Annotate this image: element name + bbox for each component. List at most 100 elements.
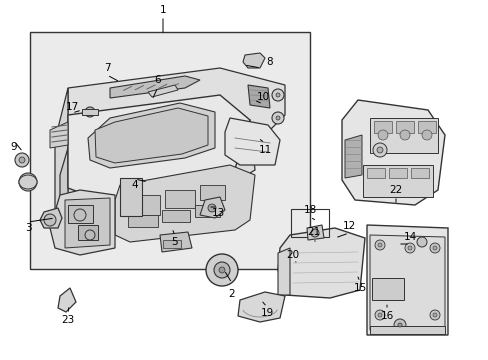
Circle shape xyxy=(85,107,95,117)
Circle shape xyxy=(74,209,86,221)
Text: 22: 22 xyxy=(388,185,402,195)
Bar xyxy=(164,190,195,208)
Bar xyxy=(82,109,98,115)
Text: 15: 15 xyxy=(353,283,366,293)
Circle shape xyxy=(377,130,387,140)
Bar xyxy=(162,210,190,222)
Polygon shape xyxy=(88,103,215,168)
Bar xyxy=(120,178,142,216)
Bar xyxy=(128,215,158,227)
Text: 10: 10 xyxy=(256,92,269,102)
Circle shape xyxy=(19,173,37,191)
Bar xyxy=(371,278,403,300)
Bar xyxy=(373,121,391,133)
Text: 9: 9 xyxy=(11,142,17,152)
Circle shape xyxy=(407,246,411,250)
Bar xyxy=(200,185,224,200)
Bar xyxy=(388,168,406,178)
Polygon shape xyxy=(366,225,447,335)
Polygon shape xyxy=(55,88,68,220)
Circle shape xyxy=(310,229,318,237)
Polygon shape xyxy=(50,190,115,255)
Bar xyxy=(78,225,98,240)
Text: 20: 20 xyxy=(286,250,299,260)
Text: 17: 17 xyxy=(65,102,79,112)
Circle shape xyxy=(271,112,284,124)
Bar xyxy=(417,121,435,133)
Bar xyxy=(290,209,328,237)
Polygon shape xyxy=(55,148,68,245)
Text: 12: 12 xyxy=(342,221,355,231)
Bar xyxy=(410,168,428,178)
Polygon shape xyxy=(160,232,192,252)
Bar xyxy=(68,205,93,223)
Bar xyxy=(395,121,413,133)
Circle shape xyxy=(421,130,431,140)
Text: 11: 11 xyxy=(258,145,271,155)
Circle shape xyxy=(404,243,414,253)
Text: 5: 5 xyxy=(171,237,178,247)
Polygon shape xyxy=(369,235,444,330)
Polygon shape xyxy=(278,248,289,295)
Polygon shape xyxy=(65,198,110,248)
Circle shape xyxy=(214,262,229,278)
Circle shape xyxy=(429,310,439,320)
Polygon shape xyxy=(341,100,444,205)
Polygon shape xyxy=(50,122,68,148)
Bar xyxy=(366,168,384,178)
Text: 2: 2 xyxy=(228,289,235,299)
Polygon shape xyxy=(278,228,364,298)
Circle shape xyxy=(271,89,284,101)
Circle shape xyxy=(275,93,280,97)
Circle shape xyxy=(429,243,439,253)
Circle shape xyxy=(275,116,280,120)
Circle shape xyxy=(372,143,386,157)
Ellipse shape xyxy=(19,175,37,189)
Circle shape xyxy=(44,214,56,226)
Text: 6: 6 xyxy=(154,75,161,85)
Bar xyxy=(30,32,309,269)
Polygon shape xyxy=(40,208,62,228)
Bar xyxy=(369,326,444,334)
Text: 23: 23 xyxy=(61,315,75,325)
Polygon shape xyxy=(200,197,224,218)
Circle shape xyxy=(376,147,382,153)
Circle shape xyxy=(19,157,25,163)
Polygon shape xyxy=(148,85,178,97)
Circle shape xyxy=(416,237,426,247)
Bar xyxy=(369,118,437,153)
Circle shape xyxy=(374,240,384,250)
Circle shape xyxy=(377,313,381,317)
Circle shape xyxy=(85,230,95,240)
Text: 18: 18 xyxy=(303,205,316,215)
Text: 4: 4 xyxy=(131,180,138,190)
Bar xyxy=(362,165,432,197)
Polygon shape xyxy=(95,108,207,163)
Polygon shape xyxy=(306,225,324,240)
Polygon shape xyxy=(238,292,285,322)
Bar xyxy=(163,240,181,248)
Circle shape xyxy=(432,246,436,250)
Bar xyxy=(125,195,160,215)
Text: 1: 1 xyxy=(160,5,166,15)
Text: 8: 8 xyxy=(266,57,273,67)
Circle shape xyxy=(377,243,381,247)
Circle shape xyxy=(393,319,405,331)
Polygon shape xyxy=(68,68,285,148)
Circle shape xyxy=(397,323,401,327)
Text: 21: 21 xyxy=(307,227,320,237)
Text: 14: 14 xyxy=(403,232,416,242)
Circle shape xyxy=(15,153,29,167)
Polygon shape xyxy=(115,165,254,242)
Circle shape xyxy=(374,310,384,320)
Text: 16: 16 xyxy=(380,311,393,321)
Text: 19: 19 xyxy=(260,308,273,318)
Circle shape xyxy=(219,267,224,273)
Circle shape xyxy=(205,254,238,286)
Circle shape xyxy=(432,313,436,317)
Polygon shape xyxy=(345,135,361,178)
Text: 3: 3 xyxy=(24,223,31,233)
Polygon shape xyxy=(58,288,76,312)
Text: 13: 13 xyxy=(211,208,224,218)
Polygon shape xyxy=(224,118,280,165)
